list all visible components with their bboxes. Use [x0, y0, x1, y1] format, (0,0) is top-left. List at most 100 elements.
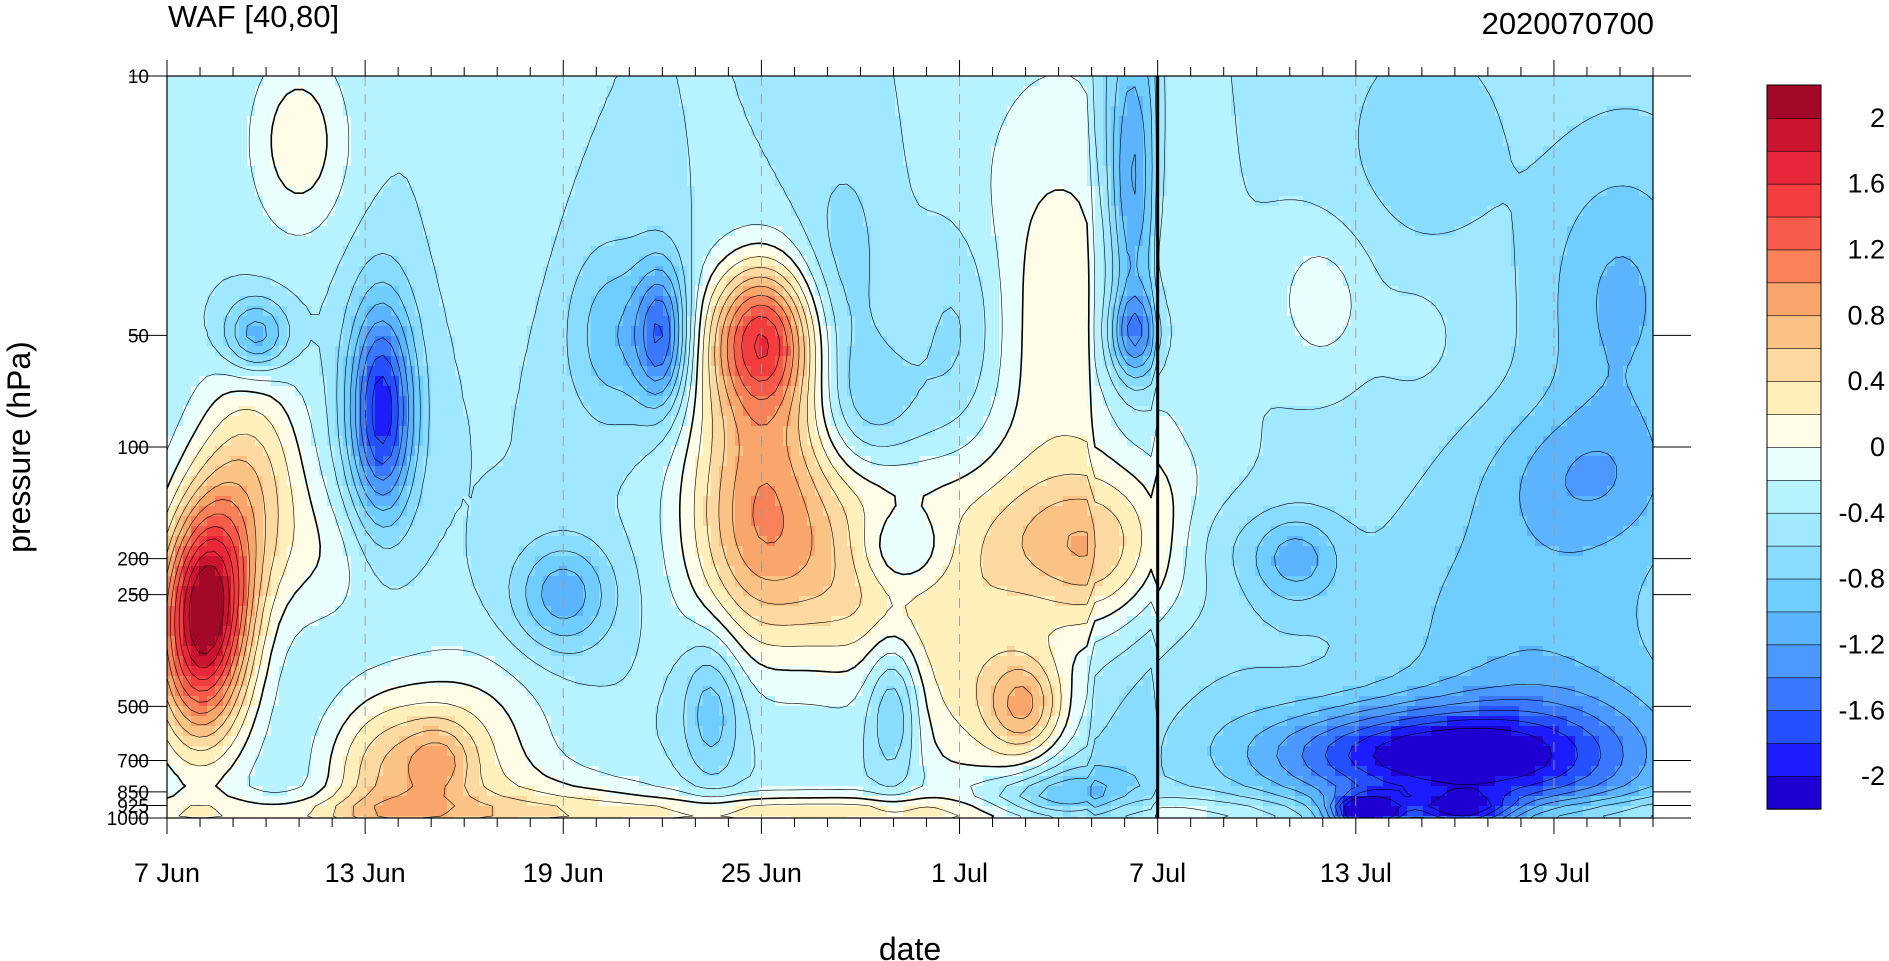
contour-cell [1383, 176, 1392, 187]
contour-cell [1271, 286, 1280, 297]
contour-cell [319, 86, 328, 97]
contour-cell [551, 166, 560, 177]
contour-cell [959, 76, 968, 87]
contour-cell [871, 176, 880, 187]
contour-cell [463, 266, 472, 277]
contour-cell [911, 246, 920, 257]
contour-cell [1063, 106, 1072, 117]
contour-cell [1639, 196, 1648, 207]
contour-cell [631, 136, 640, 147]
contour-cell [1119, 96, 1128, 107]
contour-cell [663, 106, 672, 117]
contour-cell [935, 196, 944, 207]
contour-cell [1311, 266, 1320, 277]
contour-cell [599, 156, 608, 167]
contour-cell [1591, 136, 1600, 147]
contour-cell [671, 206, 680, 217]
contour-cell [1527, 186, 1536, 197]
contour-cell [1279, 166, 1288, 177]
contour-cell [223, 246, 232, 257]
contour-cell [223, 186, 232, 197]
contour-cell [703, 146, 712, 157]
contour-cell [1495, 236, 1504, 247]
contour-cell [567, 106, 576, 117]
contour-cell [583, 86, 592, 97]
contour-cell [183, 246, 192, 257]
contour-cell [1031, 136, 1040, 147]
contour-cell [975, 106, 984, 117]
contour-cell [247, 306, 256, 317]
contour-cell [1631, 276, 1640, 287]
contour-cell [183, 206, 192, 217]
contour-cell [183, 96, 192, 107]
contour-cell [783, 206, 792, 217]
contour-cell [1111, 186, 1120, 197]
contour-cell [383, 136, 392, 147]
contour-cell [863, 236, 872, 247]
contour-cell [1583, 276, 1592, 287]
contour-cell [1031, 76, 1040, 87]
contour-cell [1215, 96, 1224, 107]
contour-cell [1215, 126, 1224, 137]
contour-cell [191, 306, 200, 317]
contour-cell [999, 246, 1008, 257]
contour-cell [1263, 256, 1272, 267]
contour-cell [1599, 236, 1608, 247]
contour-cell [1447, 196, 1456, 207]
contour-cell [991, 146, 1000, 157]
contour-cell [647, 286, 656, 297]
contour-cell [1455, 96, 1464, 107]
contour-cell [175, 236, 184, 247]
contour-cell [1175, 106, 1184, 117]
contour-cell [431, 156, 440, 167]
contour-cell [1215, 86, 1224, 97]
contour-cell [431, 216, 440, 227]
contour-cell [711, 216, 720, 227]
contour-cell [199, 286, 208, 297]
contour-cell [983, 266, 992, 277]
contour-cell [807, 186, 816, 197]
contour-cell [287, 256, 296, 267]
contour-cell [847, 266, 856, 277]
contour-cell [695, 256, 704, 267]
contour-cell [647, 176, 656, 187]
contour-cell [351, 186, 360, 197]
contour-cell [1567, 176, 1576, 187]
contour-cell [431, 136, 440, 147]
contour-cell [167, 126, 176, 137]
contour-cell [1295, 86, 1304, 97]
contour-cell [1607, 276, 1616, 287]
contour-cell [263, 106, 272, 117]
contour-cell [239, 106, 248, 117]
contour-cell [1263, 156, 1272, 167]
contour-cell [1479, 196, 1488, 207]
contour-cell [1335, 296, 1344, 307]
contour-cell [791, 236, 800, 247]
contour-cell [351, 156, 360, 167]
contour-cell [935, 116, 944, 127]
contour-cell [951, 76, 960, 87]
contour-cell [463, 186, 472, 197]
contour-cell [1399, 236, 1408, 247]
contour-cell [1455, 186, 1464, 197]
contour-cell [1247, 226, 1256, 237]
contour-cell [1567, 106, 1576, 117]
contour-cell [279, 276, 288, 287]
contour-cell [1607, 246, 1616, 257]
contour-cell [423, 166, 432, 177]
contour-cell [711, 136, 720, 147]
contour-cell [1455, 136, 1464, 147]
contour-cell [1479, 176, 1488, 187]
contour-cell [1543, 236, 1552, 247]
contour-cell [1455, 236, 1464, 247]
contour-cell [1055, 116, 1064, 127]
contour-cell [1503, 136, 1512, 147]
contour-cell [1047, 206, 1056, 217]
contour-cell [1055, 136, 1064, 147]
contour-cell [863, 296, 872, 307]
contour-cell [423, 136, 432, 147]
contour-cell [1119, 196, 1128, 207]
contour-cell [1575, 86, 1584, 97]
contour-cell [527, 136, 536, 147]
contour-cell [479, 136, 488, 147]
